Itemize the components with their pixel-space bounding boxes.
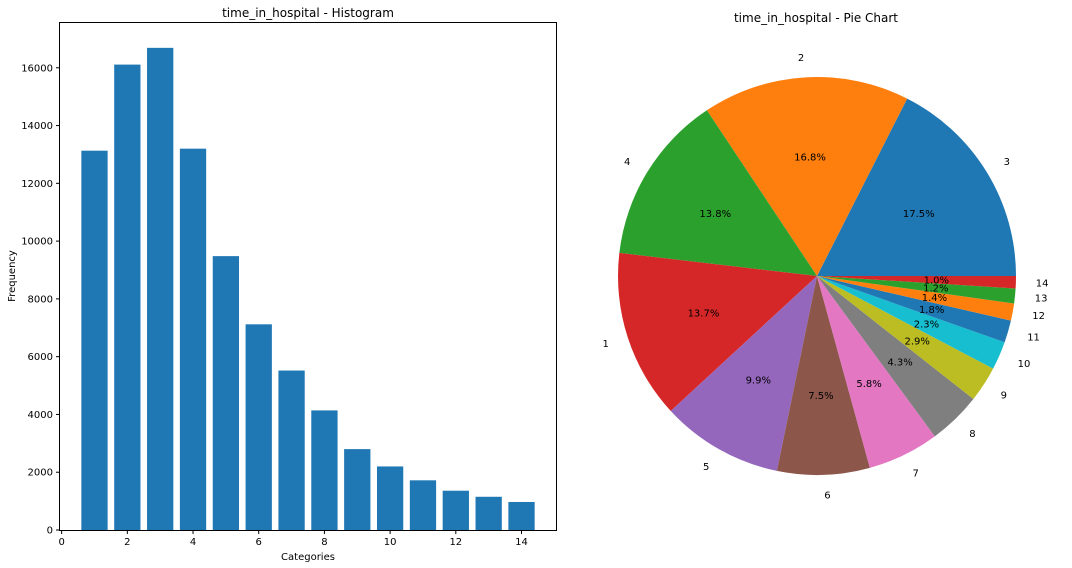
pie-category-label: 5 — [703, 462, 709, 473]
pie-category-label: 12 — [1032, 311, 1045, 322]
histogram-y-tick-label: 12000 — [21, 179, 53, 190]
pie-category-label: 7 — [912, 468, 918, 479]
pie-percent-label: 16.8% — [794, 152, 826, 163]
histogram-y-ticks: 0 2000 4000 6000 8000 10000 12000 14000 16000 — [21, 63, 60, 537]
pie-slice — [817, 276, 974, 437]
pie-slice — [817, 276, 994, 400]
histogram-bar — [508, 501, 535, 530]
pie-percent-label: 5.8% — [856, 379, 881, 390]
histogram-y-tick-label: 14000 — [21, 121, 53, 132]
pie-percent-label: 13.7% — [688, 308, 720, 319]
histogram-bar — [179, 148, 207, 530]
histogram-y-tick-label: 8000 — [28, 294, 53, 305]
histogram-y-tick-label: 4000 — [28, 410, 53, 421]
histogram-plot-frame — [59, 22, 557, 531]
pie-percent-label: 1.0% — [924, 275, 949, 286]
pie-slice — [817, 276, 1011, 343]
pie-category-label: 6 — [824, 490, 830, 501]
pie-percent-label: 7.5% — [808, 391, 833, 402]
histogram-y-tick-label: 0 — [47, 526, 53, 537]
pie-category-label: 2 — [798, 53, 804, 64]
histogram-x-tick-label: 12 — [449, 537, 462, 548]
histogram-x-tick-label: 14 — [515, 537, 528, 548]
histogram-bar — [442, 490, 469, 530]
pie-slice — [817, 276, 1016, 289]
histogram-bars — [81, 47, 535, 530]
pie-slice — [817, 276, 1016, 304]
pie-percent-label: 17.5% — [903, 209, 935, 220]
histogram-x-tick-label: 10 — [384, 537, 397, 548]
pie-category-label: 11 — [1027, 333, 1040, 344]
histogram-x-tick-label: 8 — [321, 537, 327, 548]
pie-category-label: 13 — [1035, 293, 1048, 304]
pie-percent-label: 9.9% — [746, 375, 771, 386]
histogram-y-tick-label: 10000 — [21, 237, 53, 248]
histogram-bar — [245, 324, 272, 530]
pie-slice — [776, 276, 870, 475]
pie-category-label: 10 — [1018, 359, 1031, 370]
histogram-bar — [376, 466, 404, 530]
histogram-bar — [81, 150, 108, 530]
histogram-x-ticks: 0 2 4 6 8 10 12 14 — [58, 530, 528, 548]
histogram-bar — [311, 410, 338, 530]
histogram-bar — [409, 480, 437, 530]
pie-percent-label: 4.3% — [887, 357, 912, 368]
histogram-bar — [278, 370, 305, 530]
pie-category-label: 3 — [1004, 157, 1010, 168]
pie-slice — [817, 98, 1016, 277]
histogram-x-tick-label: 0 — [58, 537, 64, 548]
histogram-title: time_in_hospital - Histogram — [222, 6, 394, 20]
pie-slice — [706, 76, 908, 276]
histogram-bar — [147, 47, 174, 530]
pie-percent-label: 1.2% — [923, 283, 948, 294]
pie-slice — [670, 276, 817, 471]
histogram-x-tick-label: 6 — [256, 537, 262, 548]
pie-slices — [618, 76, 1016, 475]
histogram-bar — [212, 256, 240, 530]
pie-category-label: 9 — [1001, 391, 1007, 402]
pie-chart: time_in_hospital - Pie Chart 317.5%216.8… — [602, 11, 1048, 501]
pie-category-label: 1 — [602, 339, 608, 350]
pie-title: time_in_hospital - Pie Chart — [734, 11, 898, 25]
pie-percent-label: 1.8% — [919, 305, 944, 316]
pie-slice — [619, 110, 817, 276]
histogram-x-tick-label: 4 — [190, 537, 196, 548]
histogram-x-axis-label: Categories — [281, 552, 335, 563]
pie-percent-label: 2.9% — [904, 336, 929, 347]
pie-labels: 3 17.5% 2 16.8% 4 13.8% 1 13.7% 5 9.9% 6 7.5% 7 5.8% 8… — [602, 53, 1048, 501]
pie-slice — [817, 276, 1005, 369]
histogram-y-tick-label: 16000 — [21, 63, 53, 74]
histogram-y-axis-label: Frequency — [7, 250, 18, 302]
pie-category-label: 8 — [969, 429, 975, 440]
histogram-bar — [475, 496, 502, 530]
histogram-bar — [344, 449, 371, 530]
histogram-x-tick-label: 2 — [124, 537, 130, 548]
pie-slice — [817, 276, 935, 468]
histogram-y-tick-label: 2000 — [28, 468, 53, 479]
histogram-bar — [114, 64, 141, 530]
pie-category-label: 14 — [1036, 278, 1049, 289]
pie-slice — [817, 276, 1015, 321]
pie-percent-label: 1.4% — [922, 293, 947, 304]
histogram-chart: time_in_hospital - Histogram 0 2 4 6 8 10 12 14… — [7, 6, 557, 563]
pie-percent-label: 13.8% — [699, 209, 731, 220]
histogram-y-tick-label: 6000 — [28, 352, 53, 363]
pie-percent-label: 2.3% — [914, 319, 939, 330]
pie-slice — [618, 252, 817, 411]
pie-category-label: 4 — [624, 157, 630, 168]
